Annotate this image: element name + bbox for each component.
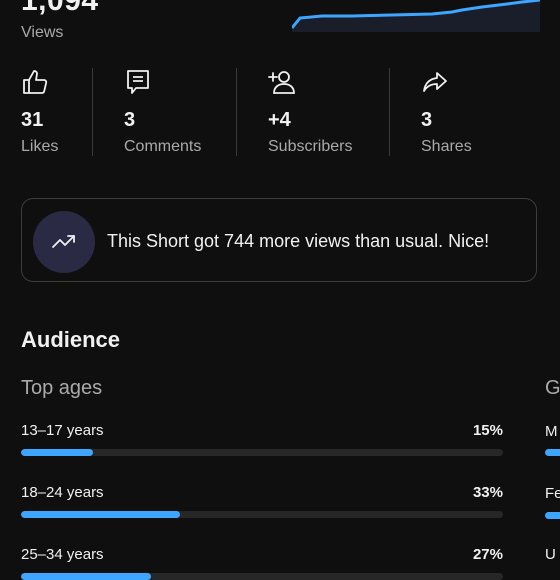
comments-label: Comments bbox=[124, 138, 202, 155]
gender-label: Fe bbox=[545, 485, 560, 502]
share-icon bbox=[423, 72, 447, 92]
age-group-bar bbox=[21, 449, 503, 456]
audience-title: Audience bbox=[21, 327, 121, 352]
subscribers-label: Subscribers bbox=[268, 138, 353, 155]
comment-icon bbox=[127, 70, 149, 94]
gender-bar bbox=[545, 449, 560, 456]
stat-subscribers[interactable]: +4 Subscribers bbox=[268, 68, 388, 155]
age-group-bar-fill bbox=[21, 511, 181, 518]
add-person-icon bbox=[268, 71, 295, 94]
views-count: 1,094 bbox=[21, 0, 99, 17]
age-group-bar bbox=[21, 573, 503, 580]
age-group-bar bbox=[21, 511, 503, 518]
subscribers-value: +4 bbox=[268, 109, 291, 131]
stat-comments[interactable]: 3 Comments bbox=[124, 68, 244, 155]
likes-value: 31 bbox=[21, 109, 44, 131]
age-group-bar-fill bbox=[21, 449, 94, 456]
stat-likes[interactable]: 31 Likes bbox=[21, 68, 141, 155]
age-group-label: 18–24 years bbox=[21, 484, 104, 501]
age-group-label: 25–34 years bbox=[21, 546, 104, 563]
stat-shares[interactable]: 3 Shares bbox=[421, 68, 541, 155]
shares-value: 3 bbox=[421, 109, 433, 131]
gender-bar bbox=[545, 512, 560, 519]
age-group-bar-fill bbox=[21, 573, 152, 580]
divider bbox=[92, 68, 93, 156]
views-label: Views bbox=[21, 24, 64, 41]
gender-label: U bbox=[545, 546, 556, 563]
shares-label: Shares bbox=[421, 138, 472, 155]
divider bbox=[236, 68, 237, 156]
insight-text: This Short got 744 more views than usual… bbox=[107, 231, 490, 251]
insight-icon-badge bbox=[33, 211, 95, 273]
age-group-percent: 27% bbox=[472, 546, 503, 563]
gender-title: G bbox=[545, 377, 560, 399]
divider bbox=[389, 68, 390, 156]
insight-card: This Short got 744 more views than usual… bbox=[21, 198, 537, 282]
age-group-percent: 33% bbox=[472, 484, 503, 501]
gender-label: M bbox=[545, 423, 558, 440]
likes-label: Likes bbox=[21, 138, 59, 155]
views-sparkline bbox=[292, 0, 540, 32]
age-group-label: 13–17 years bbox=[21, 422, 104, 439]
top-ages-title: Top ages bbox=[21, 377, 103, 399]
trending-up-icon bbox=[52, 235, 75, 248]
comments-value: 3 bbox=[124, 109, 136, 131]
thumbs-up-icon bbox=[23, 70, 48, 94]
age-group-percent: 15% bbox=[472, 422, 503, 439]
